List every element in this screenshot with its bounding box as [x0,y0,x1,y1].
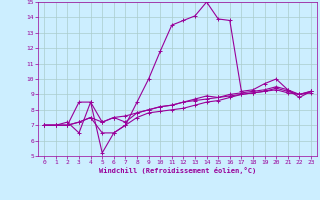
X-axis label: Windchill (Refroidissement éolien,°C): Windchill (Refroidissement éolien,°C) [99,167,256,174]
